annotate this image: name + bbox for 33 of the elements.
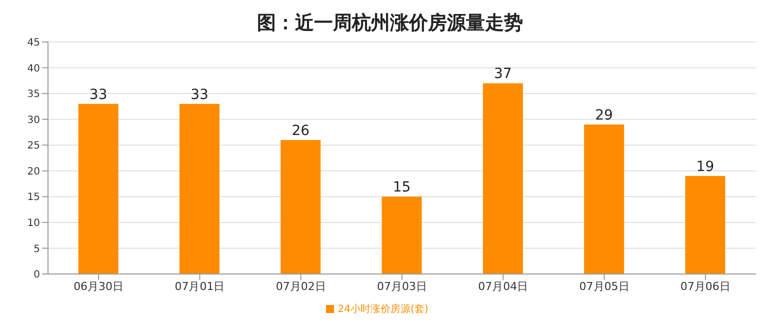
x-tick-label: 07月03日 xyxy=(377,280,427,293)
y-tick-label: 40 xyxy=(27,63,40,74)
bar xyxy=(280,140,321,274)
bar xyxy=(78,104,118,274)
data-label: 37 xyxy=(494,66,512,82)
bar xyxy=(685,176,726,274)
bar xyxy=(482,83,523,274)
legend-label: 24小时涨价房源(套) xyxy=(338,304,428,315)
bar xyxy=(179,104,220,274)
y-tick-label: 10 xyxy=(27,218,40,229)
y-tick-label: 30 xyxy=(27,114,40,126)
data-label: 26 xyxy=(292,122,310,139)
data-label: 15 xyxy=(392,180,411,196)
x-tick-label: 07月01日 xyxy=(174,280,225,293)
y-tick-label: 5 xyxy=(34,244,40,255)
x-tick-label: 07月05日 xyxy=(579,280,630,293)
chart-title: 图：近一周杭州涨价房源量走势 xyxy=(256,11,524,36)
x-tick-label: 07月02日 xyxy=(276,280,326,293)
data-label: 33 xyxy=(89,86,108,103)
y-tick-label: 25 xyxy=(27,140,40,152)
y-tick-label: 20 xyxy=(27,166,40,178)
y-tick-label: 15 xyxy=(27,192,40,204)
bar xyxy=(382,196,422,274)
data-label: 29 xyxy=(595,107,613,124)
data-label: 19 xyxy=(696,159,714,176)
data-label: 33 xyxy=(190,86,208,103)
y-tick-label: 35 xyxy=(27,89,40,100)
y-tick-label: 0 xyxy=(34,270,40,281)
x-tick-label: 07月06日 xyxy=(680,280,730,293)
y-tick-label: 45 xyxy=(27,38,40,49)
x-tick-label: 07月04日 xyxy=(478,280,528,293)
bar xyxy=(584,124,624,274)
x-tick-label: 06月30日 xyxy=(74,280,124,293)
